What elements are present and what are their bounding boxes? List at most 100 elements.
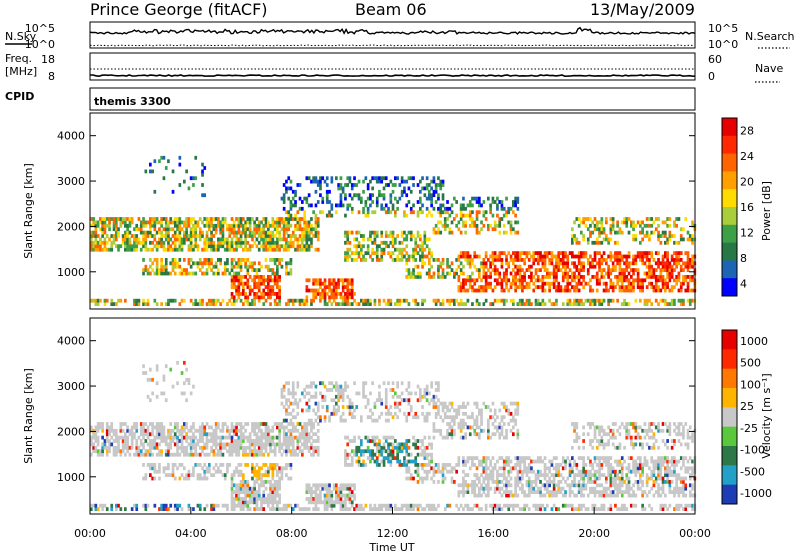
heatmap-cell [650,254,654,259]
heatmap-cell [500,281,504,286]
heatmap-cell [232,247,236,252]
heatmap-cell [400,179,404,184]
heatmap-cell [287,439,291,443]
heatmap-cell [484,271,488,276]
heatmap-cell [462,483,465,488]
heatmap-cell [135,442,139,447]
heatmap-cell [679,298,683,303]
heatmap-cell [657,302,660,306]
heatmap-cell [316,234,320,238]
heatmap-cell [314,213,318,218]
heatmap-cell [355,237,359,242]
heatmap-cell [489,203,492,208]
heatmap-cell [462,469,465,474]
heatmap-cell [173,237,177,242]
heatmap-cell [355,459,359,464]
heatmap-cell [425,503,429,508]
heatmap-cell [264,449,268,454]
heatmap-cell [237,422,241,426]
heatmap-cell [142,371,145,375]
heatmap-cell [255,493,259,498]
heatmap-cell [679,288,683,293]
heatmap-cell [180,442,184,447]
heatmap-cell [155,394,159,399]
heatmap-cell [364,503,368,508]
heatmap-cell [323,507,327,511]
heatmap-cell [387,445,390,450]
heatmap-cell [260,275,263,279]
heatmap-cell [232,223,236,228]
heatmap-cell [105,247,109,252]
heatmap-cell [103,439,107,443]
heatmap-cell [407,401,411,406]
heatmap-cell [187,220,191,225]
heatmap-cell [135,223,139,228]
heatmap-cell [108,227,111,232]
heatmap-cell [360,298,363,303]
heatmap-cell [643,234,647,238]
heatmap-cell [242,476,245,481]
heatmap-cell [396,405,399,409]
heatmap-cell [108,428,111,433]
heatmap-cell [350,206,354,211]
heatmap-cell [285,302,288,306]
heatmap-cell [153,234,157,238]
heatmap-cell [369,391,372,396]
heatmap-cell [221,435,225,440]
heatmap-cell [124,220,127,225]
heatmap-cell [398,240,402,245]
heatmap-cell [355,193,359,198]
heatmap-cell [217,422,220,426]
noise-panel: N.Sky 10^5 10^0 10^5 10^0 N.Search [5,21,795,51]
heatmap-cell [661,258,665,262]
heatmap-cell [416,466,420,471]
heatmap-cell [158,452,161,457]
heatmap-cell [289,422,293,426]
heatmap-cell [133,298,136,303]
heatmap-cell [130,428,134,433]
heatmap-cell [264,435,268,440]
heatmap-cell [269,247,272,252]
heatmap-cell [176,428,179,433]
freq-label-line2: [MHz] [5,65,37,78]
heatmap-cell [208,264,211,269]
heatmap-cell [362,237,365,242]
heatmap-cell [305,442,309,447]
heatmap-cell [387,452,390,457]
heatmap-cell [257,435,261,440]
heatmap-cell [237,275,241,279]
heatmap-cell [432,230,436,235]
heatmap-cell [282,217,286,221]
heatmap-cell [387,244,390,249]
heatmap-cell [244,227,247,232]
heatmap-cell [242,432,245,437]
heatmap-cell [230,486,234,491]
heatmap-cell [666,258,669,262]
heatmap-cell [176,442,179,447]
heatmap-cell [169,473,173,477]
heatmap-cell [126,240,129,245]
heatmap-cell [430,264,433,269]
heatmap-cell [307,490,311,494]
heatmap-cell [294,213,297,218]
heatmap-cell [248,230,252,235]
heatmap-cell [632,271,635,276]
heatmap-cell [580,298,583,303]
heatmap-cell [602,288,606,293]
heatmap-cell [457,220,461,225]
heatmap-cell [582,254,585,259]
heatmap-cell [421,186,424,191]
heatmap-cell [255,285,259,289]
heatmap-cell [521,278,524,283]
heatmap-cell [602,298,606,303]
heatmap-cell [246,486,250,491]
heatmap-cell [328,503,331,508]
heatmap-cell [396,507,399,511]
heatmap-cell [153,244,157,249]
heatmap-cell [419,452,422,457]
heatmap-cell [217,503,220,508]
heatmap-cell [271,469,275,474]
heatmap-cell [643,278,647,283]
heatmap-cell [285,237,288,242]
heatmap-cell [323,418,327,423]
